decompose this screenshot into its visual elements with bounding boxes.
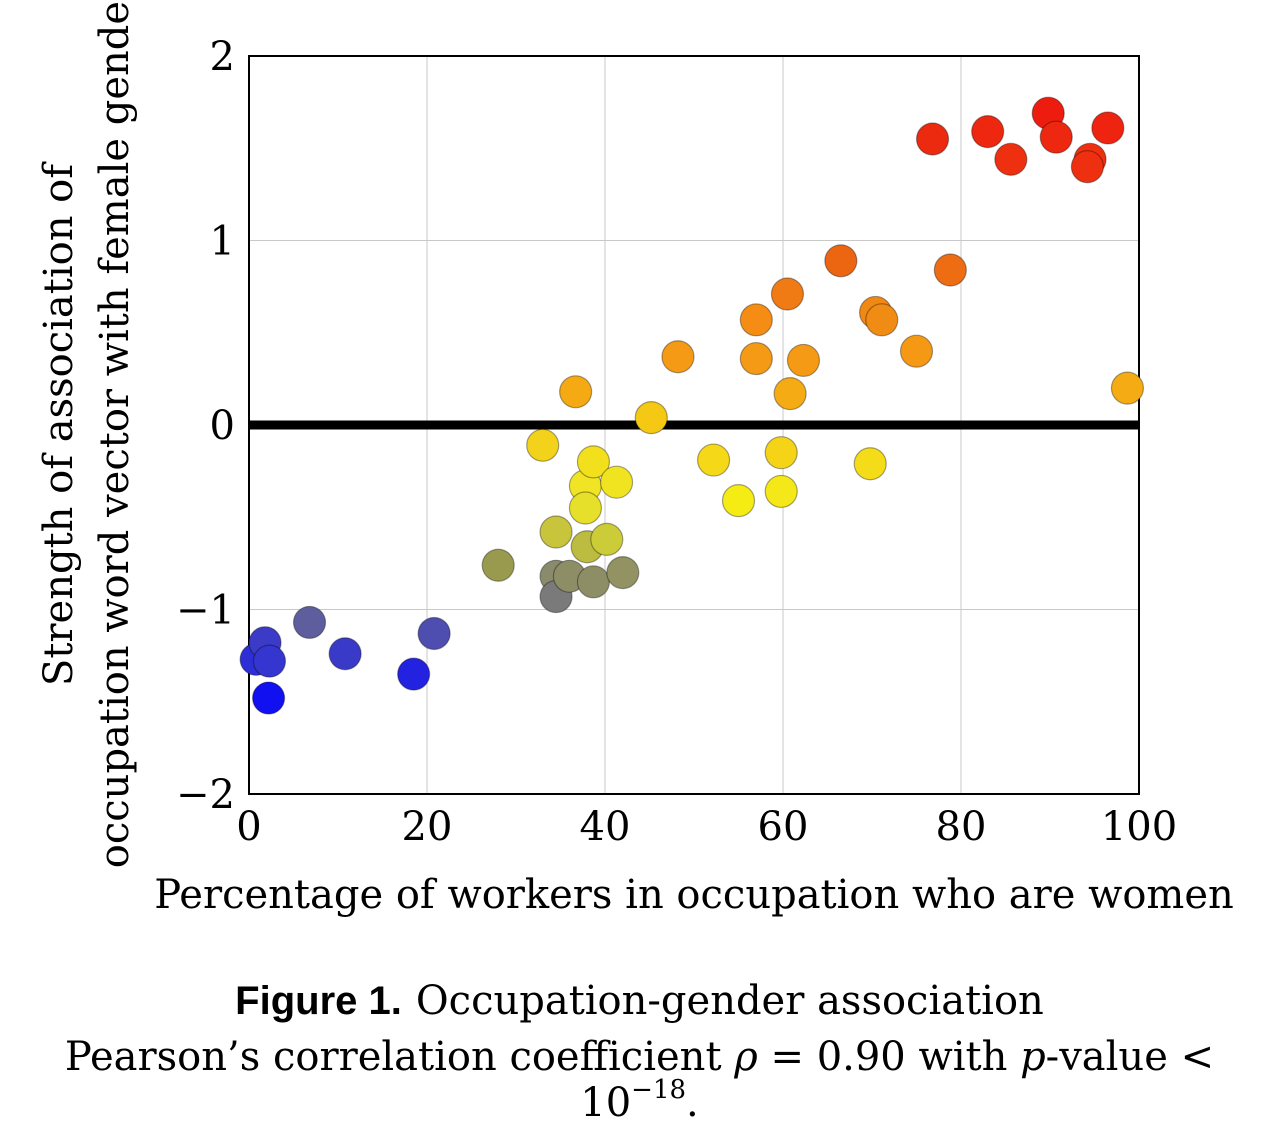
- data-point-22: [606, 555, 640, 590]
- data-point-20: [590, 522, 624, 556]
- x-tick-labels: 0 20 40 60 80 100: [236, 804, 1177, 850]
- data-point-35: [853, 447, 887, 481]
- caption-end: .: [686, 1080, 699, 1126]
- data-point-18: [576, 445, 611, 479]
- x-tick-label: 60: [758, 804, 809, 850]
- data-points: [239, 96, 1145, 715]
- data-point-21: [599, 465, 634, 499]
- y-tick-label: 1: [210, 219, 235, 265]
- y-tick-label: −1: [176, 588, 235, 634]
- figure-title: Occupation-gender association: [415, 978, 1044, 1024]
- x-axis-label: Percentage of workers in occupation who …: [154, 872, 1234, 918]
- x-tick-label: 20: [402, 804, 453, 850]
- p-symbol: p: [1020, 1034, 1046, 1080]
- figure-caption-stats: Pearson’s correlation coefficient ρ = 0.…: [0, 1034, 1279, 1126]
- data-point-8: [481, 548, 515, 582]
- x-tick-label: 40: [580, 804, 631, 850]
- y-axis-label-line2: occupation word vector with female gende…: [92, 0, 138, 868]
- y-tick-label: 2: [210, 34, 235, 80]
- data-point-42: [994, 142, 1028, 176]
- data-point-34: [824, 244, 858, 278]
- data-point-7: [417, 616, 451, 651]
- data-point-31: [770, 277, 805, 311]
- data-point-40: [933, 253, 967, 287]
- data-point-46: [1070, 150, 1104, 184]
- data-point-30: [764, 474, 798, 509]
- caption-exponent: −18: [631, 1075, 687, 1105]
- data-point-38: [899, 334, 934, 368]
- data-point-10: [539, 515, 573, 549]
- plot-frame: [248, 55, 1140, 795]
- caption-middle: = 0.90 with: [757, 1034, 1021, 1080]
- x-tick-label: 100: [1101, 804, 1177, 850]
- data-point-28: [739, 341, 773, 376]
- data-point-25: [696, 443, 731, 477]
- data-point-32: [773, 377, 807, 411]
- data-point-23: [634, 401, 668, 435]
- data-point-2: [252, 644, 287, 678]
- data-point-37: [865, 303, 899, 337]
- data-point-39: [915, 122, 950, 156]
- figure-caption-title: Figure 1. Occupation-gender association: [0, 978, 1279, 1024]
- x-tick-label: 0: [236, 804, 261, 850]
- data-point-4: [292, 605, 327, 640]
- data-point-47: [1091, 111, 1125, 145]
- y-axis-label: Strength of association of occupation wo…: [36, 0, 138, 868]
- data-point-44: [1039, 120, 1073, 154]
- figure-label: Figure 1.: [235, 979, 402, 1023]
- data-point-14: [559, 375, 593, 409]
- data-point-26: [721, 484, 756, 518]
- data-point-48: [1110, 371, 1145, 405]
- data-point-16: [568, 491, 603, 525]
- data-point-27: [739, 303, 773, 337]
- x-tick-label: 80: [936, 804, 987, 850]
- data-point-29: [764, 436, 798, 470]
- rho-symbol: ρ: [734, 1034, 758, 1080]
- y-axis-label-line1: Strength of association of: [36, 161, 82, 686]
- scatter-chart: 0 20 40 60 80 100 −2 −1 0 1 2 Percentage of worke…: [36, 0, 1234, 918]
- data-point-33: [786, 343, 821, 378]
- data-point-9: [526, 428, 560, 462]
- data-point-19: [576, 565, 611, 599]
- data-point-41: [971, 115, 1005, 149]
- y-tick-labels: −2 −1 0 1 2: [176, 34, 235, 818]
- y-tick-label: 0: [210, 403, 235, 449]
- caption-prefix: Pearson’s correlation coefficient: [64, 1034, 735, 1080]
- data-point-5: [328, 637, 362, 671]
- data-point-24: [661, 340, 695, 374]
- data-point-6: [397, 657, 431, 691]
- y-tick-label: −2: [176, 772, 235, 818]
- data-point-3: [251, 681, 286, 715]
